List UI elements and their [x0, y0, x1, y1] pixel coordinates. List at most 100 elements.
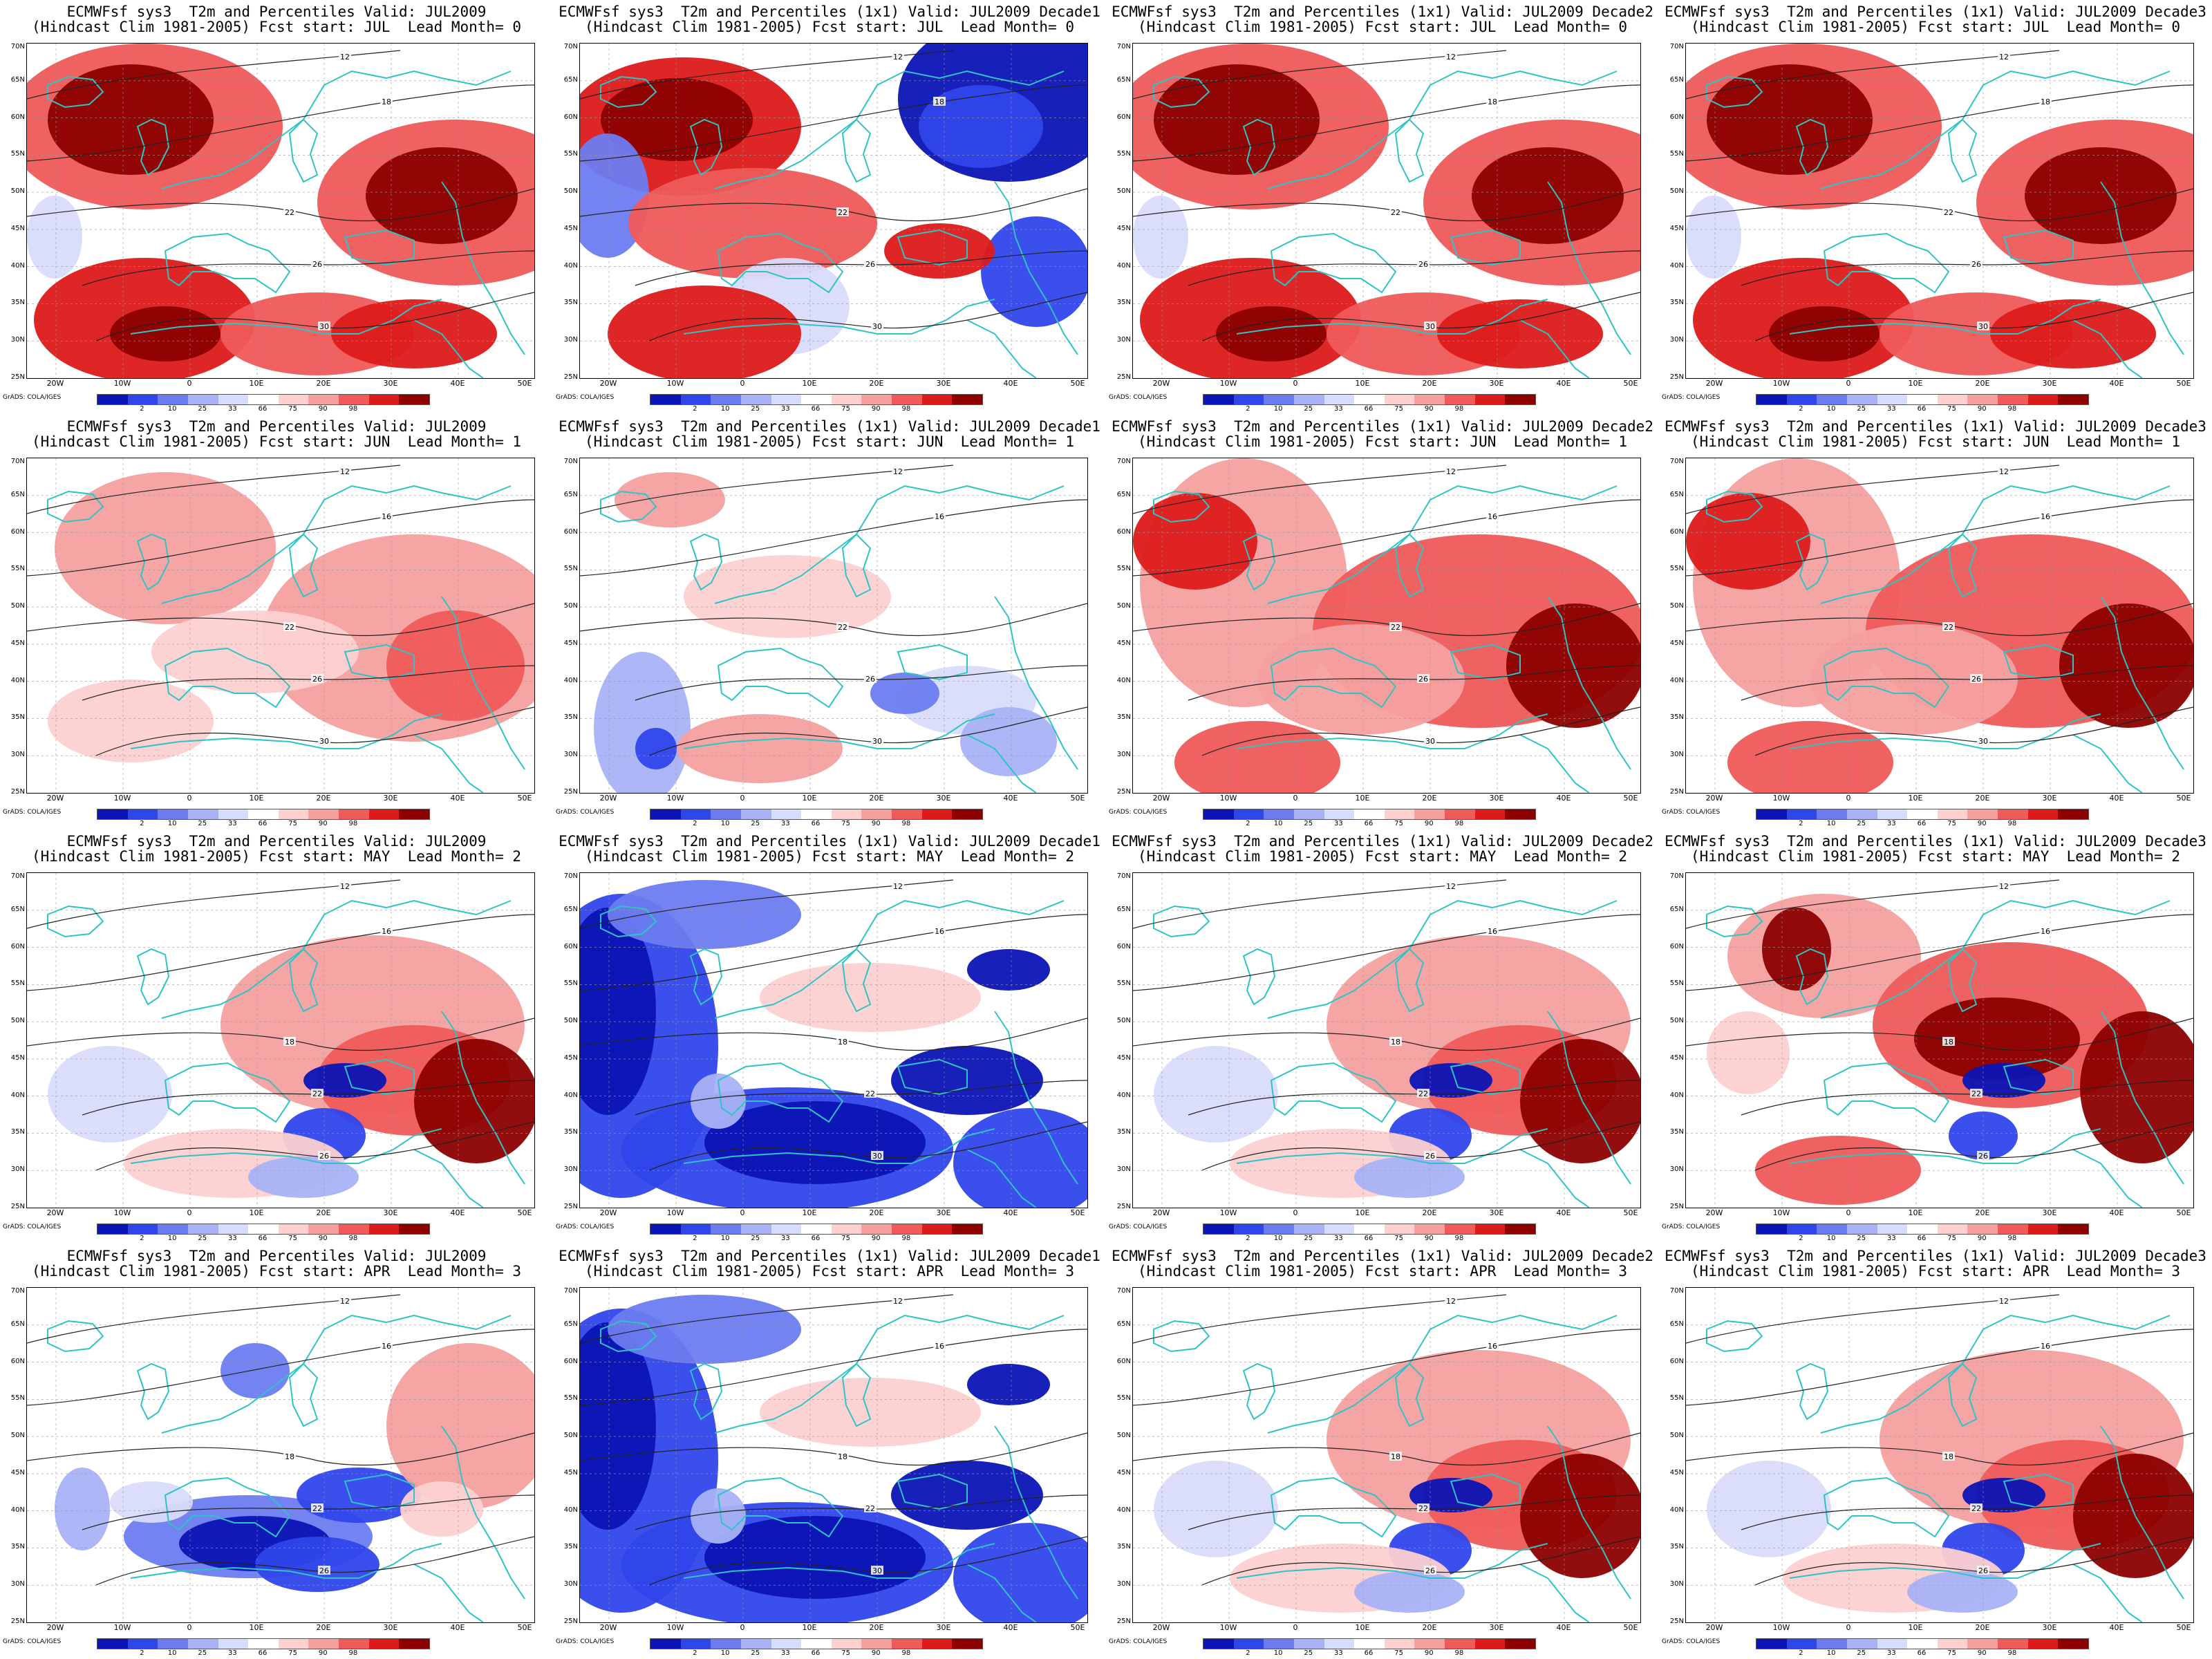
- colorbar-swatch: [1907, 1639, 1938, 1649]
- contour-label-bg: [1424, 736, 1436, 745]
- coastline: [994, 1425, 1078, 1600]
- isotherm-contour: [1754, 1536, 2193, 1586]
- longitude-tick-label: 20E: [316, 1208, 331, 1217]
- colorbar-swatch: [1877, 809, 1908, 819]
- colorbar-swatch: [339, 395, 369, 404]
- colorbar-tick-label: 33: [1886, 1649, 1896, 1657]
- latitude-axis: 70N 65N 60N 55N 50N 45N 40N 35N 30N 25N: [0, 872, 25, 1210]
- contour-label: 26: [1425, 1152, 1435, 1161]
- longitude-tick-label: 0: [740, 1623, 745, 1632]
- latitude-tick-label: 55N: [1669, 150, 1684, 158]
- longitude-tick-label: 20E: [1975, 379, 1990, 388]
- coastline: [683, 1128, 995, 1164]
- isotherm-contour: [1754, 292, 2193, 341]
- coastline: [344, 644, 415, 681]
- map-plot: 12 16 18 22 26: [1686, 1288, 2193, 1622]
- colorbar-swatch: [1264, 1224, 1294, 1234]
- longitude-tick-label: 40E: [450, 379, 465, 388]
- colorbar-tick-label: 33: [780, 405, 790, 413]
- coastline: [1820, 1314, 2171, 1434]
- colorbar-swatch: [218, 1224, 249, 1234]
- colorbar-swatch: [1324, 395, 1355, 404]
- panel-subtitle: (Hindcast Clim 1981-2005) Fcst start: AP…: [584, 1263, 1074, 1280]
- latitude-tick-label: 25N: [563, 373, 578, 381]
- latitude-tick-label: 55N: [1669, 980, 1684, 988]
- percentile-field: [677, 714, 843, 783]
- percentile-field: [1686, 196, 1741, 279]
- coastline: [1519, 1564, 1590, 1622]
- map-plot: 12 16 18 22 26: [27, 1288, 534, 1622]
- coastline: [413, 734, 484, 793]
- isotherm-contour: [82, 665, 534, 701]
- colorbar-swatch: [680, 1639, 711, 1649]
- percentile-field: [1707, 1011, 1790, 1094]
- isotherm-contour: [1133, 1329, 1640, 1406]
- panel-subtitle: (Hindcast Clim 1981-2005) Fcst start: JU…: [1137, 433, 1627, 450]
- longitude-tick-label: 40E: [1003, 1623, 1018, 1632]
- contour-label: 22: [285, 623, 294, 632]
- forecast-panel: ECMWFsf sys3 T2m and Percentiles Valid: …: [0, 1244, 553, 1659]
- coastline: [714, 70, 1065, 189]
- coastline: [683, 1543, 995, 1579]
- map-plot: 12 16 22 26 30: [1686, 458, 2193, 793]
- contour-label-bg: [864, 1503, 877, 1512]
- longitude-tick-label: 10W: [1772, 1623, 1790, 1632]
- colorbar-swatch: [740, 1224, 771, 1234]
- coastline: [2072, 1564, 2143, 1622]
- longitude-tick-label: 20W: [46, 1623, 64, 1632]
- contour-label: 26: [1978, 1566, 1988, 1575]
- colorbar-tick-label: 25: [1304, 1235, 1313, 1242]
- colorbar-swatch: [861, 809, 892, 819]
- longitude-tick-label: 20E: [1975, 1208, 1990, 1217]
- latitude-tick-label: 35N: [1116, 1543, 1131, 1551]
- isotherm-contour: [1188, 665, 1640, 701]
- colorbar-tick-label: 33: [1333, 1649, 1343, 1657]
- coastline: [1270, 232, 1397, 294]
- colorbar-ticks: 2 10 25 33 66 75 90 98: [97, 405, 429, 413]
- longitude-tick-label: 20W: [1705, 1623, 1723, 1632]
- longitude-tick-label: 10W: [1772, 794, 1790, 803]
- contour-label-bg: [1942, 1037, 1955, 1046]
- map-frame: 12 18 22 26 30: [579, 43, 1088, 379]
- panel-title: ECMWFsf sys3 T2m and Percentiles Valid: …: [66, 1248, 487, 1264]
- longitude-tick-label: 30E: [383, 1208, 398, 1217]
- colorbar-swatch: [1474, 1224, 1506, 1234]
- longitude-tick-label: 10E: [1908, 794, 1923, 803]
- longitude-tick-label: 20W: [46, 794, 64, 803]
- longitude-tick-label: 50E: [517, 1623, 532, 1632]
- isotherm-contour: [635, 1494, 1087, 1530]
- latitude-tick-label: 55N: [563, 150, 578, 158]
- longitude-tick-label: 50E: [2176, 379, 2191, 388]
- colorbar-swatch: [1998, 1224, 2028, 1234]
- coastline: [966, 1149, 1037, 1208]
- percentile-field: [1133, 196, 1188, 279]
- colorbar-tick-label: 33: [1333, 820, 1343, 827]
- coastline: [1823, 1477, 1950, 1538]
- isotherm-contour: [1188, 1494, 1640, 1530]
- percentile-field: [366, 147, 518, 244]
- latitude-tick-label: 45N: [563, 224, 578, 232]
- contour-label-bg: [1424, 321, 1436, 330]
- panel-title: ECMWFsf sys3 T2m and Percentiles (1x1) V…: [1112, 833, 1653, 850]
- coastline: [841, 1362, 872, 1427]
- longitude-tick-label: 10E: [1355, 1623, 1370, 1632]
- colorbar-swatch: [1937, 1224, 1968, 1234]
- latitude-tick-label: 40N: [10, 1091, 25, 1099]
- latitude-tick-label: 65N: [563, 490, 578, 498]
- latitude-tick-label: 25N: [1116, 788, 1131, 796]
- latitude-axis: 70N 65N 60N 55N 50N 45N 40N 35N 30N 25N: [1106, 458, 1131, 796]
- panel-title: ECMWFsf sys3 T2m and Percentiles (1x1) V…: [1665, 833, 2206, 850]
- coastline: [1242, 1362, 1276, 1421]
- forecast-panel: ECMWFsf sys3 T2m and Percentiles (1x1) V…: [1659, 830, 2212, 1244]
- coastline: [897, 644, 968, 681]
- latitude-tick-label: 60N: [563, 1357, 578, 1365]
- longitude-tick-label: 20W: [1705, 794, 1723, 803]
- longitude-tick-label: 50E: [1070, 794, 1085, 803]
- colorbar-swatch: [801, 395, 832, 404]
- latitude-tick-label: 30N: [10, 751, 25, 759]
- colorbar-swatch: [218, 395, 249, 404]
- isotherm-contour: [1686, 1432, 2193, 1466]
- contour-label: 12: [340, 467, 350, 476]
- contour-label: 26: [319, 1566, 329, 1575]
- longitude-tick-label: 0: [1846, 1623, 1851, 1632]
